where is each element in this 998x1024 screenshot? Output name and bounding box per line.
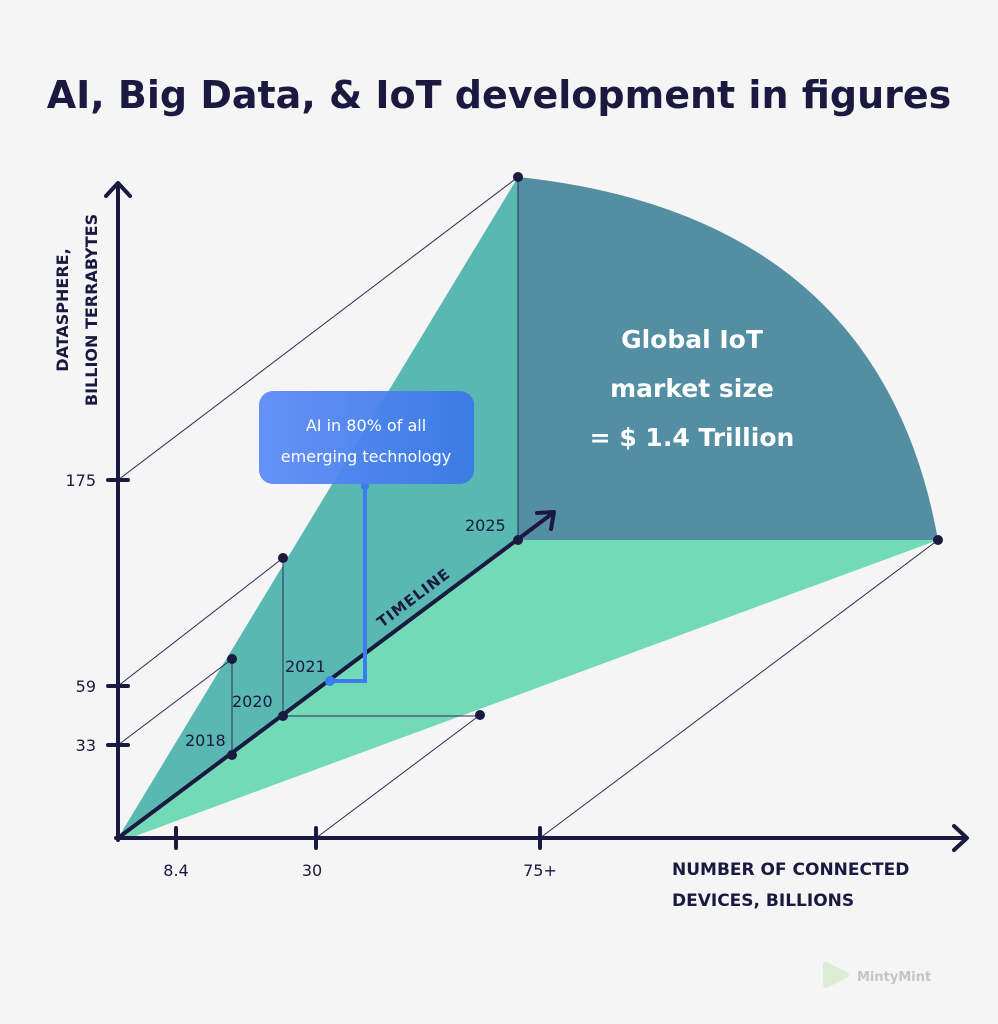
- callout-connector: [330, 484, 367, 683]
- market-region: [518, 177, 938, 540]
- year-2021: 2021: [285, 657, 326, 676]
- page-title: AI, Big Data, & IoT development in figur…: [47, 73, 952, 117]
- market-line2: market size: [610, 374, 774, 403]
- callout-line2: emerging technology: [281, 447, 451, 466]
- logo-text: MintyMint: [857, 970, 931, 985]
- market-line1: Global IoT: [621, 325, 763, 354]
- y-tick-175: 175: [65, 471, 96, 490]
- y-axis-label-line1: DATASPHERE,: [53, 248, 72, 371]
- year-2025: 2025: [465, 516, 506, 535]
- x-axis-arrow-icon: [952, 824, 969, 852]
- mintymint-logo-icon: [823, 962, 849, 988]
- year-2020: 2020: [232, 692, 273, 711]
- market-line3: = $ 1.4 Trillion: [590, 423, 795, 452]
- y-tick-59: 59: [76, 677, 96, 696]
- x-axis-label-line1: NUMBER OF CONNECTED: [672, 860, 909, 880]
- x-tick-75: 75+: [523, 861, 557, 880]
- teal-region: [118, 177, 518, 838]
- data-points: [227, 172, 943, 760]
- timeline-axis: [116, 511, 555, 840]
- x-tick-8-4: 8.4: [163, 861, 188, 880]
- guide-lines: [117, 176, 939, 839]
- green-region: [118, 540, 938, 838]
- x-tick-30: 30: [302, 861, 322, 880]
- callout-line1: AI in 80% of all: [306, 416, 426, 435]
- timeline-arrow-icon: [535, 510, 556, 531]
- y-axis-label-line2: BILLION TERRABYTES: [82, 214, 101, 406]
- y-axis-arrow-icon: [104, 181, 132, 198]
- ai-callout-box: [259, 391, 474, 484]
- y-tick-33: 33: [76, 736, 96, 755]
- year-2018: 2018: [185, 731, 226, 750]
- x-axis-label-line2: DEVICES, BILLIONS: [672, 891, 854, 911]
